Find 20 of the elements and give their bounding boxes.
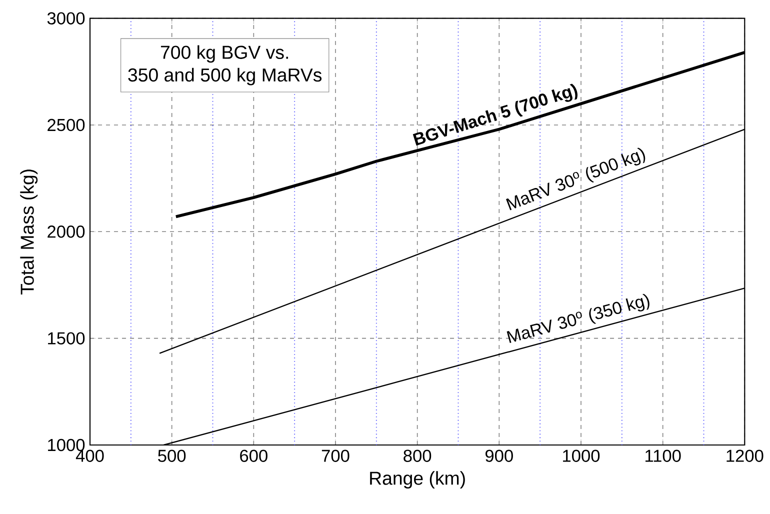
text: 350 and 500 kg MaRVs <box>128 68 322 86</box>
y-tick-label: 3000 <box>47 12 85 24</box>
x-tick-label: 700 <box>322 450 350 462</box>
x-tick-label: 1000 <box>563 450 600 462</box>
y-axis-title: Total Mass (kg) <box>20 170 38 295</box>
text: 700 kg BGV vs. <box>160 45 288 63</box>
y-tick-label: 1000 <box>48 438 85 452</box>
x-tick-label: 400 <box>76 450 104 462</box>
x-tick-label: 600 <box>240 450 268 462</box>
x-tick-label: 1200 <box>726 450 764 462</box>
x-tick-label: 1100 <box>646 450 681 462</box>
text: MaRV 30$^{o}$ (350 kg) <box>506 294 650 344</box>
y-tick-label: 2000 <box>48 226 85 238</box>
x-tick-label: 800 <box>404 450 432 462</box>
x-tick-label: 500 <box>158 450 186 462</box>
x-axis-title: Range (km) <box>370 471 465 489</box>
y-tick-label: 2500 <box>48 118 85 132</box>
y-tick-label: 1500 <box>48 332 85 344</box>
x-tick-label: 900 <box>486 450 513 462</box>
text: MaRV 30$^{o}$ (500 kg) <box>506 148 646 210</box>
